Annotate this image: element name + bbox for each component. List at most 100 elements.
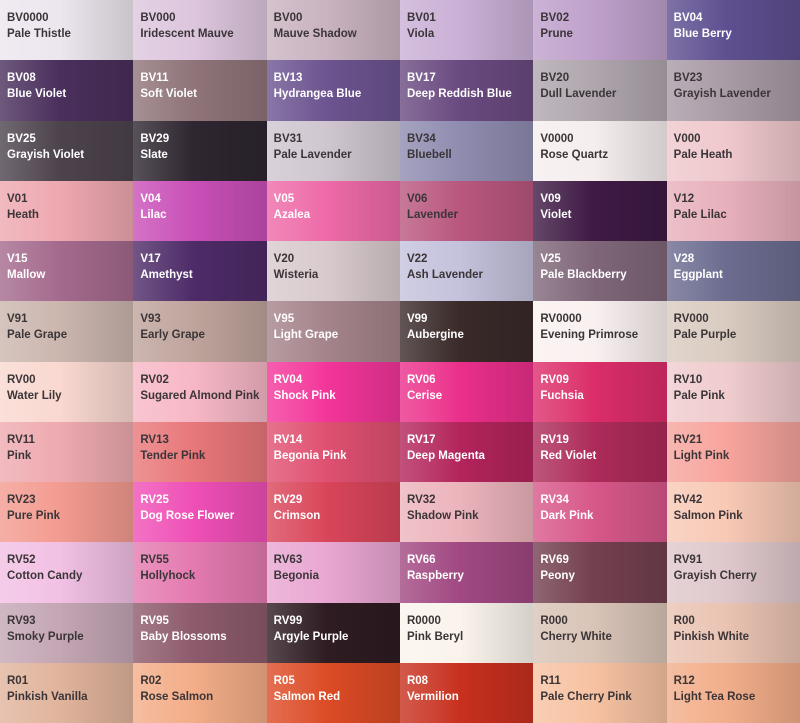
swatch-name: Wisteria [273,269,319,281]
swatch-name: Shock Pink [273,389,336,402]
swatch-name: Salmon Red [273,690,341,703]
swatch-name: Hydrangea Blue [273,88,362,101]
color-swatch[interactable]: BV02 Prune [533,0,667,61]
color-swatch[interactable]: RV14 Begonia Pink [266,421,400,482]
color-swatch[interactable]: V04 Lilac [133,180,267,241]
color-swatch[interactable]: RV06 Cerise [399,361,534,422]
swatch-code: RV99 [273,614,303,627]
color-swatch[interactable]: V20 Wisteria [266,241,400,302]
color-swatch[interactable]: R02 Rose Salmon [133,662,267,723]
swatch-code: RV91 [673,554,703,567]
swatch-code: RV95 [140,614,169,627]
color-swatch[interactable]: V12 Pale Lilac [666,180,800,241]
color-swatch[interactable]: RV66 Raspberry [399,542,534,603]
color-swatch[interactable]: V17 Amethyst [133,241,267,302]
color-swatch[interactable]: BV11 Soft Violet [133,60,267,121]
color-swatch[interactable]: BV25 Grayish Violet [0,120,134,181]
color-swatch[interactable]: RV55 Hollyhock [133,542,267,603]
swatch-code: V05 [273,192,295,205]
color-swatch[interactable]: RV04 Shock Pink [266,361,400,422]
color-swatch[interactable]: V22 Ash Lavender [399,241,534,302]
color-swatch[interactable]: RV29 Crimson [266,482,400,543]
color-swatch[interactable]: R05 Salmon Red [266,662,400,723]
swatch-name: Pale Blackberry [540,269,627,281]
color-swatch[interactable]: RV23 Pure Pink [0,482,134,543]
color-swatch[interactable]: RV09 Fuchsia [533,361,667,422]
swatch-code: R11 [540,674,561,687]
swatch-code: RV93 [7,614,36,627]
color-swatch[interactable]: RV0000 Evening Primrose [533,301,667,362]
color-swatch[interactable]: RV21 Light Pink [666,421,800,482]
swatch-code: BV23 [673,72,703,85]
color-swatch[interactable]: R01 Pinkish Vanilla [0,662,134,723]
color-swatch[interactable]: RV25 Dog Rose Flower [133,482,267,543]
swatch-name: Azalea [273,208,311,221]
color-swatch[interactable]: BV13 Hydrangea Blue [266,60,400,121]
color-swatch[interactable]: RV32 Shadow Pink [399,482,534,543]
color-swatch[interactable]: RV10 Pale Pink [666,361,800,422]
color-swatch[interactable]: RV34 Dark Pink [533,482,667,543]
color-swatch[interactable]: R12 Light Tea Rose [666,662,800,723]
color-swatch[interactable]: BV34 Bluebell [399,120,534,181]
swatch-code: RV25 [140,494,169,506]
color-swatch[interactable]: V09 Violet [533,180,667,241]
color-swatch[interactable]: R11 Pale Cherry Pink [533,662,667,723]
color-swatch[interactable]: RV95 Baby Blossoms [133,602,267,663]
color-swatch[interactable]: RV99 Argyle Purple [266,602,400,663]
color-swatch[interactable]: BV08 Blue Violet [0,60,134,121]
color-swatch[interactable]: BV29 Slate [133,120,267,181]
swatch-name: Dull Lavender [540,88,617,101]
color-swatch[interactable]: V91 Pale Grape [0,301,134,362]
color-swatch[interactable]: BV00 Mauve Shadow [266,0,400,61]
swatch-name: Pale Cherry Pink [540,690,632,703]
color-swatch[interactable]: RV19 Red Violet [533,421,667,482]
color-swatch[interactable]: V15 Mallow [0,241,134,302]
color-swatch[interactable]: V95 Light Grape [266,301,400,362]
color-swatch[interactable]: RV91 Grayish Cherry [666,542,800,603]
color-swatch[interactable]: RV63 Begonia [266,542,400,603]
swatch-name: Cerise [406,389,443,402]
color-swatch[interactable]: V0000 Rose Quartz [533,120,667,181]
color-swatch[interactable]: V000 Pale Heath [666,120,800,181]
color-swatch[interactable]: RV00 Water Lily [0,361,134,422]
color-swatch[interactable]: RV69 Peony [533,542,667,603]
swatch-name: Light Grape [273,329,339,342]
color-swatch[interactable]: R000 Cherry White [533,602,667,663]
color-swatch[interactable]: V06 Lavender [399,180,534,241]
color-swatch[interactable]: BV17 Deep Reddish Blue [399,60,534,121]
color-swatch[interactable]: BV0000 Pale Thistle [0,0,134,61]
color-swatch[interactable]: R00 Pinkish White [666,602,800,663]
swatch-code: RV32 [406,494,436,506]
color-swatch[interactable]: V05 Azalea [266,180,400,241]
color-swatch[interactable]: BV20 Dull Lavender [533,60,667,121]
color-swatch[interactable]: V93 Early Grape [133,301,267,362]
color-swatch[interactable]: BV23 Grayish Lavender [666,60,800,121]
swatch-name: Begonia Pink [273,449,347,462]
color-swatch[interactable]: BV31 Pale Lavender [266,120,400,181]
color-swatch[interactable]: RV17 Deep Magenta [399,421,534,482]
color-swatch[interactable]: RV02 Sugared Almond Pink [133,361,267,422]
color-swatch[interactable]: RV93 Smoky Purple [0,602,134,663]
color-swatch[interactable]: RV13 Tender Pink [133,421,267,482]
color-swatch[interactable]: V25 Pale Blackberry [533,241,667,302]
color-swatch[interactable]: BV000 Iridescent Mauve [133,0,267,61]
swatch-code: V01 [7,192,28,205]
swatch-code: RV00 [7,373,36,386]
color-swatch[interactable]: BV01 Viola [399,0,534,61]
color-swatch[interactable]: R08 Vermilion [399,662,534,723]
swatch-name: Rose Salmon [140,690,214,703]
color-swatch[interactable]: V01 Heath [0,180,134,241]
color-swatch[interactable]: V28 Eggplant [666,241,800,302]
color-swatch[interactable]: RV42 Salmon Pink [666,482,800,543]
color-swatch[interactable]: R0000 Pink Beryl [399,602,534,663]
color-swatch[interactable]: RV000 Pale Purple [666,301,800,362]
color-swatch[interactable]: RV11 Pink [0,421,134,482]
swatch-name: Heath [7,208,39,221]
color-swatch[interactable]: V99 Aubergine [399,301,534,362]
swatch-code: V04 [140,192,161,205]
swatch-code: RV66 [406,554,436,567]
color-swatch[interactable]: BV04 Blue Berry [666,0,800,61]
swatch-name: Blue Berry [673,28,732,40]
swatch-name: Tender Pink [140,449,206,462]
color-swatch[interactable]: RV52 Cotton Candy [0,542,134,603]
